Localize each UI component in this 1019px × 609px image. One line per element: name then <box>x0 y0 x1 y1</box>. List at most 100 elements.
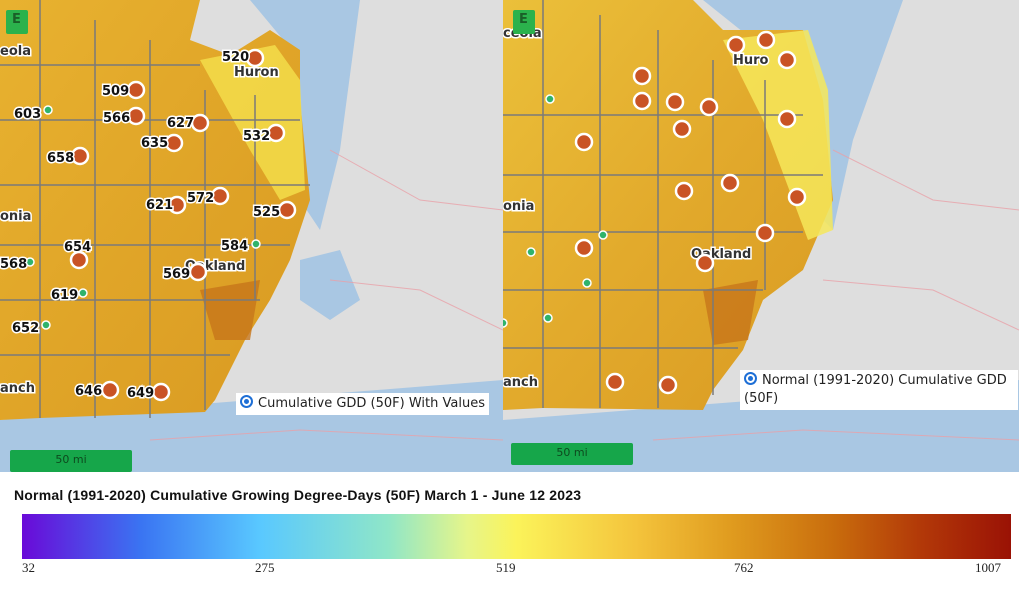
station-dot-icon[interactable] <box>41 320 51 330</box>
station-marker[interactable]: 569 <box>162 262 208 284</box>
station-value-label: 525 <box>253 205 280 220</box>
station-marker[interactable]: 532 <box>242 123 286 146</box>
station-dot-icon[interactable] <box>210 186 230 206</box>
station-value-label: 566 <box>103 111 130 126</box>
layer-label-left[interactable]: Cumulative GDD (50F) With Values <box>236 393 489 415</box>
station-dot-icon[interactable] <box>266 123 286 143</box>
place-label: onia <box>503 199 534 214</box>
place-label: Huro <box>733 53 769 68</box>
layer-label-right-text: Normal (1991-2020) Cumulative GDD (50F) <box>744 373 1007 406</box>
station-dot-icon[interactable] <box>574 132 594 152</box>
station-dot-icon[interactable] <box>43 105 53 115</box>
station-dot-icon[interactable] <box>126 80 146 100</box>
legend-colorbar <box>22 514 1011 559</box>
station-dot-icon[interactable] <box>25 257 35 267</box>
station-marker[interactable]: 520 <box>221 48 265 68</box>
station-dot-icon[interactable] <box>665 92 685 112</box>
station-marker[interactable]: 646 <box>74 380 120 401</box>
station-dot-icon[interactable] <box>598 230 608 240</box>
station-dot-icon[interactable] <box>188 262 208 282</box>
station-value-label: 569 <box>163 267 190 282</box>
station-dot-icon[interactable] <box>574 238 594 258</box>
station-dot-icon[interactable] <box>245 48 265 68</box>
legend-tick-4: 762 <box>734 560 754 575</box>
station-marker[interactable]: 603 <box>13 105 53 124</box>
station-dot-icon[interactable] <box>672 119 692 139</box>
legend-title: Normal (1991-2020) Cumulative Growing De… <box>14 487 582 503</box>
station-marker[interactable]: 635 <box>140 133 184 153</box>
station-dot-icon[interactable] <box>167 195 187 215</box>
station-dot-icon[interactable] <box>787 187 807 207</box>
station-marker[interactable]: 627 <box>166 113 210 133</box>
legend-tick-2: 275 <box>255 560 275 575</box>
station-value-label: 572 <box>187 191 214 206</box>
station-dot-icon[interactable] <box>674 181 694 201</box>
station-dot-icon[interactable] <box>605 372 625 392</box>
station-dot-icon[interactable] <box>720 173 740 193</box>
gdd-detroit-region-right <box>703 280 758 345</box>
legend-tick-min: 32 <box>22 560 35 575</box>
station-marker[interactable]: 525 <box>252 200 297 222</box>
station-dot-icon[interactable] <box>777 50 797 70</box>
station-dot-icon[interactable] <box>190 113 210 133</box>
radio-selected-icon[interactable] <box>240 395 253 408</box>
gdd-thumb-region-right <box>723 30 833 240</box>
station-dot-icon[interactable] <box>699 97 719 117</box>
right-map-panel[interactable]: ceolaHurooniaOaklandanch E Normal (1991-… <box>503 0 1019 472</box>
county-boundaries <box>0 0 310 418</box>
station-dot-icon[interactable] <box>69 250 89 270</box>
station-dot-icon[interactable] <box>632 91 652 111</box>
station-value-label: 646 <box>75 384 102 399</box>
station-marker[interactable]: 619 <box>50 287 88 305</box>
station-dot-icon[interactable] <box>277 200 297 220</box>
zoom-badge[interactable]: E <box>6 10 28 34</box>
station-dot-icon[interactable] <box>526 247 536 257</box>
station-dot-icon[interactable] <box>658 375 678 395</box>
station-dot-icon[interactable] <box>632 66 652 86</box>
county-boundaries-right <box>503 0 823 408</box>
station-dot-icon[interactable] <box>545 94 555 104</box>
station-marker[interactable]: 621 <box>145 195 187 215</box>
station-marker[interactable]: 509 <box>101 80 146 101</box>
station-value-label: 584 <box>221 239 248 254</box>
station-dot-icon[interactable] <box>503 318 508 328</box>
station-value-label: 532 <box>243 129 270 144</box>
station-marker[interactable]: 584 <box>220 238 261 256</box>
station-dot-icon[interactable] <box>543 313 553 323</box>
station-dot-icon[interactable] <box>78 288 88 298</box>
station-dot-icon[interactable] <box>70 146 90 166</box>
place-label: Huron <box>234 65 279 80</box>
scale-bar-left-label: 50 mi <box>55 453 87 466</box>
station-value-label: 649 <box>127 386 154 401</box>
legend-tick-3: 519 <box>496 560 516 575</box>
station-marker[interactable]: 652 <box>11 320 51 338</box>
station-marker[interactable]: 654 <box>63 239 93 270</box>
station-dot-icon[interactable] <box>695 253 715 273</box>
station-marker[interactable]: 649 <box>126 382 171 403</box>
station-value-label: 652 <box>12 321 39 336</box>
layer-label-right[interactable]: Normal (1991-2020) Cumulative GDD (50F) <box>740 370 1018 410</box>
legend-tick-max: 1007 <box>975 560 1001 575</box>
station-marker[interactable]: 568 <box>0 256 35 274</box>
station-dot-icon[interactable] <box>164 133 184 153</box>
station-dot-icon[interactable] <box>126 106 146 126</box>
station-marker[interactable]: 566 <box>102 106 146 128</box>
station-dot-icon[interactable] <box>777 109 797 129</box>
zoom-badge-right-label: E <box>519 12 528 27</box>
road-network <box>149 149 503 441</box>
station-dot-icon[interactable] <box>100 380 120 400</box>
station-dot-icon[interactable] <box>756 30 776 50</box>
station-marker[interactable]: 572 <box>186 186 230 208</box>
station-dot-icon[interactable] <box>755 223 775 243</box>
left-map-panel[interactable]: eola Huron onia Oakland anch 520 509 603 566 627… <box>0 0 503 472</box>
station-dot-icon[interactable] <box>151 382 171 402</box>
station-marker[interactable]: 658 <box>46 146 90 168</box>
zoom-badge-right[interactable]: E <box>513 10 535 34</box>
station-dot-icon[interactable] <box>251 239 261 249</box>
station-dot-icon[interactable] <box>726 35 746 55</box>
station-dot-icon[interactable] <box>582 278 592 288</box>
lake-st-clair <box>300 250 360 320</box>
station-value-label: 621 <box>146 198 173 213</box>
radio-selected-icon-right[interactable] <box>744 372 757 385</box>
